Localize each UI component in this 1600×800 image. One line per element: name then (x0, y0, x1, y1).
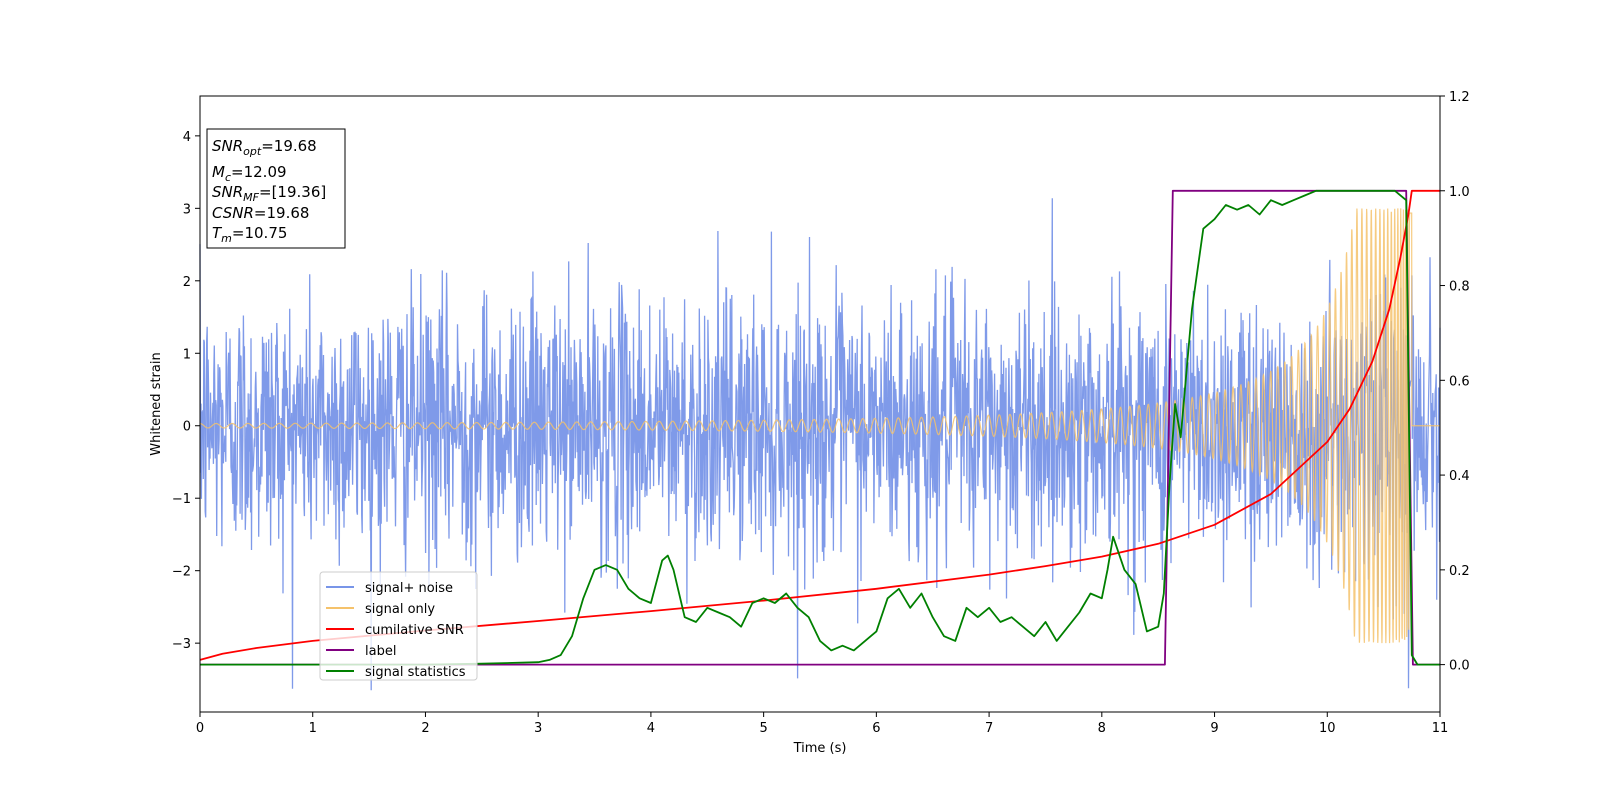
legend-label-text: signal+ noise (365, 581, 453, 596)
legend-signal-statistics: signal statistics (326, 665, 466, 680)
x-tick-label: 10 (1319, 721, 1336, 736)
x-tick-label: 3 (534, 721, 542, 736)
annotation-snr-opt: SNRopt=19.68 (212, 137, 317, 158)
y-tick-label: 1 (183, 347, 191, 362)
y-axis-label: Whitened strain (149, 352, 164, 455)
legend-entries: signal+ noise signal only cumilative SNR la… (326, 581, 466, 680)
signal-noise-series (199, 198, 1441, 691)
x-tick-label: 0 (196, 721, 204, 736)
annotation-box (206, 128, 346, 249)
signal-statistics-line (200, 189, 1440, 666)
x-axis: 0 1 2 3 4 5 6 7 8 9 10 11 (196, 712, 1448, 736)
x-tick-label: 1 (309, 721, 317, 736)
legend-cumulative-snr: cumilative SNR (326, 623, 464, 638)
x-tick-label: 2 (421, 721, 429, 736)
annotation-mc: Mc=12.09 (212, 163, 287, 184)
signal-noise-line (199, 198, 1441, 691)
y2-tick-label: 0.6 (1449, 374, 1470, 389)
y-tick-label: −3 (172, 637, 191, 652)
legend-label: label (326, 644, 396, 659)
y-tick-label: 3 (183, 202, 191, 217)
stats-annotation: SNRopt=19.68 Mc=12.09 SNRMF=[19.36] CSNR… (206, 128, 346, 249)
signal-only-series (200, 208, 1440, 644)
legend-signal-only: signal only (326, 602, 435, 617)
y-tick-label: −1 (172, 492, 191, 507)
x-axis-label: Time (s) (793, 741, 847, 756)
y-tick-label: 2 (183, 275, 191, 290)
legend-label-text: signal statistics (365, 665, 466, 680)
annotation-snr-mf: SNRMF=[19.36] (212, 183, 326, 204)
y2-tick-label: 0.2 (1449, 564, 1470, 579)
x-tick-label: 11 (1432, 721, 1449, 736)
legend: signal+ noise signal only cumilative SNR la… (319, 571, 478, 681)
legend-signal-noise: signal+ noise (326, 581, 453, 596)
y2-tick-label: 0.4 (1449, 469, 1470, 484)
annotation-csnr: CSNR=19.68 (212, 204, 309, 222)
y2-axis: 0.0 0.2 0.4 0.6 0.8 1.0 1.2 (1440, 90, 1470, 674)
y-tick-label: −2 (172, 565, 191, 580)
plot-frame (199, 95, 1441, 713)
y-tick-label: 4 (183, 130, 191, 145)
legend-label-text: cumilative SNR (365, 623, 464, 638)
x-tick-label: 9 (1210, 721, 1218, 736)
y-axis: −3 −2 −1 0 1 2 3 4 (172, 130, 200, 652)
x-tick-label: 4 (647, 721, 655, 736)
y2-tick-label: 0.8 (1449, 280, 1470, 295)
legend-label-text: signal only (365, 602, 435, 617)
legend-box (319, 571, 478, 681)
annotation-tm: Tm=10.75 (212, 224, 287, 245)
y2-tick-label: 0.0 (1449, 659, 1470, 674)
y2-tick-label: 1.2 (1449, 90, 1470, 105)
x-tick-label: 7 (985, 721, 993, 736)
x-tick-label: 6 (872, 721, 880, 736)
x-tick-label: 5 (759, 721, 767, 736)
y2-tick-label: 1.0 (1449, 185, 1470, 200)
y-tick-label: 0 (183, 420, 191, 435)
x-tick-label: 8 (1098, 721, 1106, 736)
legend-label-text: label (365, 644, 396, 659)
signal-only-line (200, 208, 1440, 644)
